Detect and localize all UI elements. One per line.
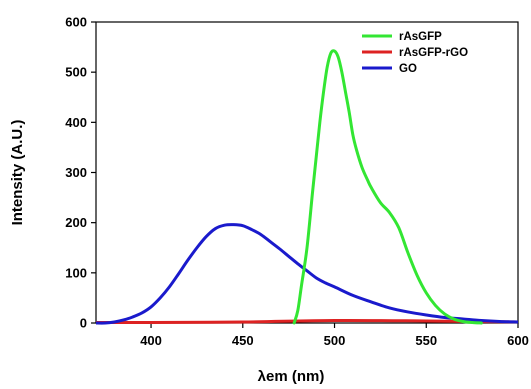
series-lines [96, 49, 518, 325]
y-tick-label: 200 [65, 215, 87, 230]
legend-label-rasgfp: rAsGFP [399, 31, 442, 43]
x-tick-label: 500 [324, 333, 346, 348]
legend-label-go: GO [399, 63, 417, 75]
x-tick-label: 550 [415, 333, 437, 348]
y-tick-label: 300 [65, 165, 87, 180]
plot-frame [95, 21, 519, 324]
x-tick-label: 600 [507, 333, 529, 348]
y-tick-label: 500 [65, 65, 87, 80]
axes: 0 100 200 300 400 500 600 400 450 500 550 600 [65, 15, 529, 349]
y-axis-title: Intensity (A.U.) [9, 120, 26, 226]
legend: rAsGFP rAsGFP-rGO GO [362, 31, 468, 75]
series-line-rasgfp [292, 49, 483, 325]
x-tick-label: 400 [140, 333, 162, 348]
series-line-rasgfp-rgo [96, 318, 518, 325]
y-tick-label: 100 [65, 265, 87, 280]
x-axis-title: λem (nm) [258, 368, 325, 385]
y-tick-label: 0 [80, 316, 87, 331]
x-tick-label: 450 [232, 333, 254, 348]
y-tick-label: 600 [65, 15, 87, 30]
y-tick-label: 400 [65, 115, 87, 130]
series-line-go [96, 223, 518, 325]
legend-label-rasgfp-rgo: rAsGFP-rGO [399, 47, 468, 59]
